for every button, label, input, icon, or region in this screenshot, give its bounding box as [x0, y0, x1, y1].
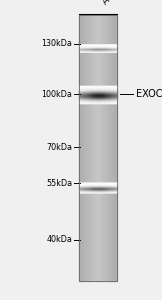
Bar — [99, 15, 100, 280]
Bar — [90, 15, 91, 280]
Bar — [86, 15, 87, 280]
Bar — [101, 15, 102, 280]
Bar — [92, 15, 93, 280]
Bar — [81, 15, 82, 280]
Bar — [85, 15, 86, 280]
Bar — [110, 15, 111, 280]
Bar — [111, 15, 112, 280]
Bar — [91, 15, 92, 280]
Bar — [84, 15, 85, 280]
Text: 100kDa: 100kDa — [41, 90, 72, 99]
Bar — [95, 15, 96, 280]
Bar — [112, 15, 113, 280]
Bar — [104, 15, 105, 280]
Text: EXOC3: EXOC3 — [136, 89, 162, 100]
Bar — [114, 15, 115, 280]
Bar — [102, 15, 103, 280]
Bar — [80, 15, 81, 280]
Bar — [79, 15, 80, 280]
Text: 130kDa: 130kDa — [41, 39, 72, 48]
Bar — [94, 15, 95, 280]
Bar — [115, 15, 116, 280]
Bar — [98, 15, 99, 280]
Bar — [108, 15, 109, 280]
Text: 70kDa: 70kDa — [46, 142, 72, 152]
Bar — [113, 15, 114, 280]
Bar — [79, 15, 117, 280]
Bar — [87, 15, 88, 280]
Text: 55kDa: 55kDa — [46, 178, 72, 188]
Text: A-431: A-431 — [101, 0, 126, 6]
Bar — [109, 15, 110, 280]
Bar — [96, 15, 97, 280]
Bar — [93, 15, 94, 280]
Bar — [83, 15, 84, 280]
Bar — [103, 15, 104, 280]
Bar — [82, 15, 83, 280]
Bar — [100, 15, 101, 280]
Bar — [89, 15, 90, 280]
Bar — [116, 15, 117, 280]
Bar — [79, 15, 117, 280]
Bar — [105, 15, 106, 280]
Bar — [97, 15, 98, 280]
Bar — [106, 15, 107, 280]
Bar — [107, 15, 108, 280]
Text: 40kDa: 40kDa — [46, 236, 72, 244]
Bar — [88, 15, 89, 280]
